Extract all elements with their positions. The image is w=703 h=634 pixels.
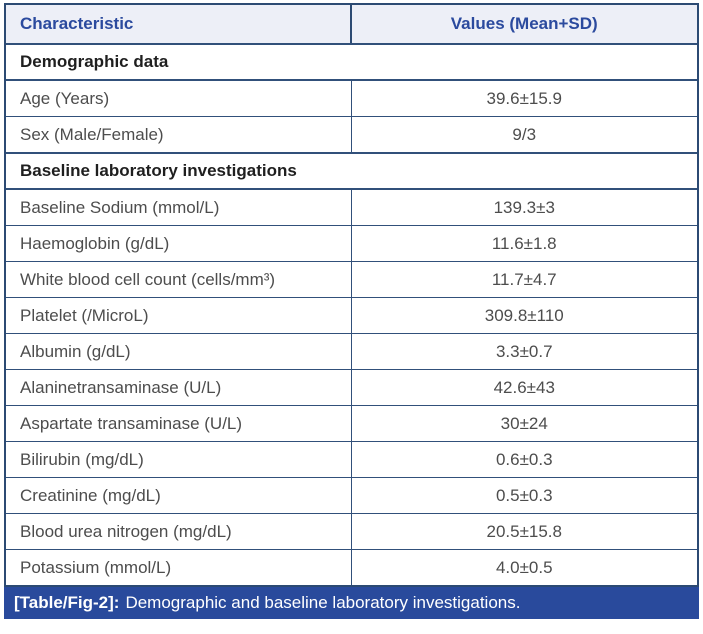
table-header-row: Characteristic Values (Mean+SD) <box>6 5 697 43</box>
table-row: Blood urea nitrogen (mg/dL) 20.5±15.8 <box>6 513 697 549</box>
characteristic-cell: Potassium (mmol/L) <box>6 550 352 585</box>
characteristic-cell: Alaninetransaminase (U/L) <box>6 370 352 405</box>
value-cell: 3.3±0.7 <box>495 341 553 361</box>
characteristic-cell: Bilirubin (mg/dL) <box>6 442 352 477</box>
value-cell: 139.3±3 <box>493 197 555 217</box>
characteristic-cell: Creatinine (mg/dL) <box>6 478 352 513</box>
characteristic-cell: Platelet (/MicroL) <box>6 298 352 333</box>
table-row: Sex (Male/Female) 9/3 <box>6 116 697 152</box>
value-cell: 0.5±0.3 <box>495 485 553 505</box>
table-row: Alaninetransaminase (U/L) 42.6±43 <box>6 369 697 405</box>
table-caption: [Table/Fig-2]: Demographic and baseline … <box>4 587 699 619</box>
table-row: Platelet (/MicroL) 309.8±110 <box>6 297 697 333</box>
value-cell: 9/3 <box>512 124 537 144</box>
characteristics-table: Characteristic Values (Mean+SD) Demograp… <box>4 3 699 587</box>
table-row: Potassium (mmol/L) 4.0±0.5 <box>6 549 697 585</box>
table-figure: Characteristic Values (Mean+SD) Demograp… <box>4 3 699 619</box>
column-header-characteristic: Characteristic <box>6 5 352 43</box>
characteristic-cell: Age (Years) <box>6 81 352 116</box>
table-row: Age (Years) 39.6±15.9 <box>6 79 697 116</box>
characteristic-cell: Haemoglobin (g/dL) <box>6 226 352 261</box>
characteristic-cell: Albumin (g/dL) <box>6 334 352 369</box>
section-row-baseline-labs: Baseline laboratory investigations <box>6 152 697 188</box>
characteristic-cell: Blood urea nitrogen (mg/dL) <box>6 514 352 549</box>
table-row: Creatinine (mg/dL) 0.5±0.3 <box>6 477 697 513</box>
table-row: Haemoglobin (g/dL) 11.6±1.8 <box>6 225 697 261</box>
column-header-values: Values (Mean+SD) <box>450 14 598 33</box>
table-row: Bilirubin (mg/dL) 0.6±0.3 <box>6 441 697 477</box>
characteristic-cell: Baseline Sodium (mmol/L) <box>6 190 352 225</box>
value-cell: 39.6±15.9 <box>486 88 562 108</box>
table-caption-text: Demographic and baseline laboratory inve… <box>125 593 521 612</box>
section-row-demographic: Demographic data <box>6 43 697 79</box>
value-cell: 42.6±43 <box>493 377 555 397</box>
value-cell: 11.7±4.7 <box>491 269 557 289</box>
value-cell: 11.6±1.8 <box>491 233 557 253</box>
table-row: Albumin (g/dL) 3.3±0.7 <box>6 333 697 369</box>
value-cell: 0.6±0.3 <box>495 449 553 469</box>
table-row: Baseline Sodium (mmol/L) 139.3±3 <box>6 188 697 225</box>
value-cell: 20.5±15.8 <box>486 521 562 541</box>
characteristic-cell: Aspartate transaminase (U/L) <box>6 406 352 441</box>
value-cell: 309.8±110 <box>484 305 564 325</box>
value-cell: 30±24 <box>500 413 548 433</box>
characteristic-cell: White blood cell count (cells/mm³) <box>6 262 352 297</box>
value-cell: 4.0±0.5 <box>495 557 553 577</box>
table-row: Aspartate transaminase (U/L) 30±24 <box>6 405 697 441</box>
characteristic-cell: Sex (Male/Female) <box>6 117 352 152</box>
table-row: White blood cell count (cells/mm³) 11.7±… <box>6 261 697 297</box>
table-caption-tag: [Table/Fig-2]: <box>14 593 120 612</box>
